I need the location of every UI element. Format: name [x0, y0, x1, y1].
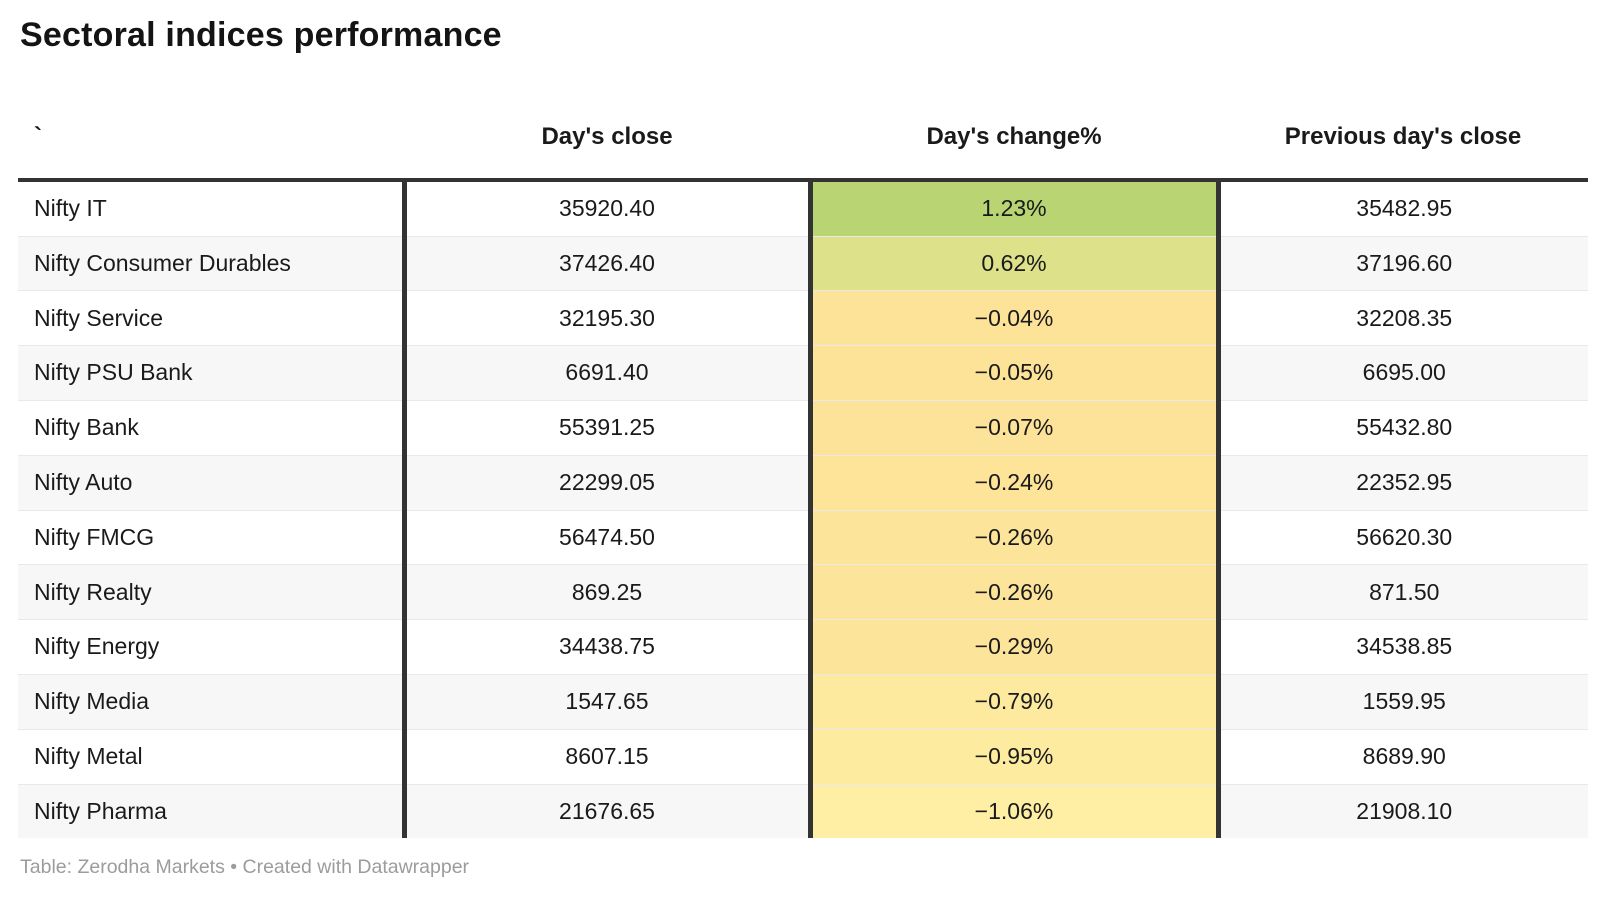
column-header-index: `	[18, 67, 404, 182]
days-change-cell: −0.05%	[807, 345, 1218, 401]
days-change-cell: −0.04%	[807, 290, 1218, 346]
table-row: Nifty Pharma 21676.65 −1.06% 21908.10	[18, 783, 1588, 839]
prev-close-cell: 8689.90	[1215, 728, 1588, 785]
days-close-cell: 21676.65	[401, 783, 810, 839]
sectoral-indices-table: ` Day's close Day's change% Previous day…	[18, 67, 1588, 839]
days-close-cell: 55391.25	[401, 399, 810, 456]
table-row: Nifty Realty 869.25 −0.26% 871.50	[18, 564, 1588, 620]
index-name-cell: Nifty Media	[18, 673, 404, 730]
prev-close-cell: 35482.95	[1215, 179, 1588, 237]
days-close-cell: 22299.05	[401, 454, 810, 511]
index-name-cell: Nifty Consumer Durables	[18, 235, 404, 291]
table-body: Nifty IT 35920.40 1.23% 35482.95 Nifty Consu…	[18, 179, 1588, 839]
table-header: ` Day's close Day's change% Previous day…	[18, 67, 1588, 182]
days-close-cell: 6691.40	[401, 345, 810, 401]
days-close-cell: 1547.65	[401, 673, 810, 730]
table-row: Nifty Auto 22299.05 −0.24% 22352.95	[18, 454, 1588, 511]
index-name-cell: Nifty Realty	[18, 564, 404, 620]
column-header-prev-close: Previous day's close	[1218, 67, 1588, 182]
prev-close-cell: 21908.10	[1215, 783, 1588, 839]
table-row: Nifty Service 32195.30 −0.04% 32208.35	[18, 290, 1588, 346]
days-close-cell: 34438.75	[401, 619, 810, 675]
days-close-cell: 869.25	[401, 564, 810, 620]
prev-close-cell: 32208.35	[1215, 290, 1588, 346]
days-close-cell: 8607.15	[401, 728, 810, 785]
days-change-cell: −0.29%	[807, 619, 1218, 675]
days-close-cell: 32195.30	[401, 290, 810, 346]
days-change-cell: −0.24%	[807, 454, 1218, 511]
days-change-cell: −0.26%	[807, 564, 1218, 620]
prev-close-cell: 34538.85	[1215, 619, 1588, 675]
table-row: Nifty Bank 55391.25 −0.07% 55432.80	[18, 399, 1588, 456]
table-row: Nifty Metal 8607.15 −0.95% 8689.90	[18, 728, 1588, 785]
days-change-cell: −0.79%	[807, 673, 1218, 730]
index-name-cell: Nifty Bank	[18, 399, 404, 456]
index-name-cell: Nifty Energy	[18, 619, 404, 675]
table-row: Nifty Energy 34438.75 −0.29% 34538.85	[18, 619, 1588, 675]
table-row: Nifty IT 35920.40 1.23% 35482.95	[18, 179, 1588, 237]
prev-close-cell: 37196.60	[1215, 235, 1588, 291]
table-source-footer: Table: Zerodha Markets • Created with Da…	[20, 856, 470, 879]
table-row: Nifty Consumer Durables 37426.40 0.62% 3719…	[18, 235, 1588, 291]
prev-close-cell: 871.50	[1215, 564, 1588, 620]
index-name-cell: Nifty FMCG	[18, 509, 404, 565]
page-title: Sectoral indices performance	[20, 16, 502, 54]
prev-close-cell: 56620.30	[1215, 509, 1588, 565]
index-name-cell: Nifty Pharma	[18, 783, 404, 839]
table-row: Nifty PSU Bank 6691.40 −0.05% 6695.00	[18, 345, 1588, 401]
days-close-cell: 35920.40	[401, 179, 810, 237]
index-name-cell: Nifty PSU Bank	[18, 345, 404, 401]
column-header-days-close: Day's close	[404, 67, 810, 182]
index-name-cell: Nifty IT	[18, 179, 404, 237]
days-change-cell: −0.07%	[807, 399, 1218, 456]
column-header-days-change: Day's change%	[810, 67, 1218, 182]
index-name-cell: Nifty Metal	[18, 728, 404, 785]
index-name-cell: Nifty Service	[18, 290, 404, 346]
table-row: Nifty FMCG 56474.50 −0.26% 56620.30	[18, 509, 1588, 565]
header-row: ` Day's close Day's change% Previous day…	[18, 67, 1588, 182]
days-close-cell: 37426.40	[401, 235, 810, 291]
days-change-cell: −1.06%	[807, 783, 1218, 839]
days-change-cell: −0.26%	[807, 509, 1218, 565]
prev-close-cell: 6695.00	[1215, 345, 1588, 401]
days-change-cell: 1.23%	[807, 179, 1218, 237]
page: Sectoral indices performance ` Day's clo…	[18, 16, 1588, 879]
index-name-cell: Nifty Auto	[18, 454, 404, 511]
prev-close-cell: 22352.95	[1215, 454, 1588, 511]
days-change-cell: −0.95%	[807, 728, 1218, 785]
prev-close-cell: 1559.95	[1215, 673, 1588, 730]
table-row: Nifty Media 1547.65 −0.79% 1559.95	[18, 673, 1588, 730]
days-change-cell: 0.62%	[807, 235, 1218, 291]
prev-close-cell: 55432.80	[1215, 399, 1588, 456]
days-close-cell: 56474.50	[401, 509, 810, 565]
